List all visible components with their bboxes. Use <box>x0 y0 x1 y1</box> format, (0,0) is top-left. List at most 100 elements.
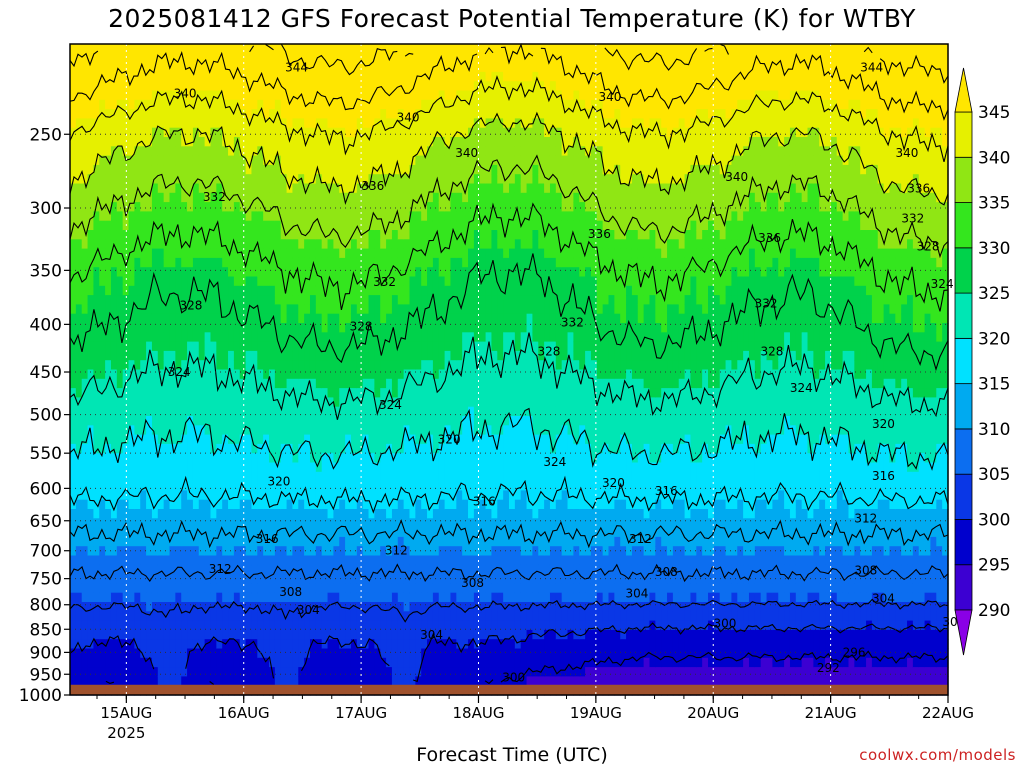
colorbar-label: 315 <box>978 375 1010 395</box>
contour-label: 316 <box>655 484 678 498</box>
contour-label: 316 <box>473 495 496 509</box>
contour-line-340 <box>69 111 949 206</box>
y-tick-label: 350 <box>30 261 62 281</box>
x-axis-label: Forecast Time (UTC) <box>416 744 608 766</box>
contour-line-324 <box>69 332 949 420</box>
x-tick-label: 20AUG <box>687 704 739 722</box>
colorbar-segment <box>954 202 973 249</box>
contour-label: 320 <box>602 476 625 490</box>
contour-label: 328 <box>350 319 373 333</box>
y-tick-label: 950 <box>30 665 62 685</box>
contour-label: 320 <box>872 417 895 431</box>
contour-label: 340 <box>895 146 918 160</box>
y-tick-label: 400 <box>30 315 62 335</box>
contour-label: 328 <box>179 299 202 313</box>
contour-line-328 <box>69 253 949 372</box>
colorbar-segment <box>954 473 973 520</box>
x-tick-label: 22AUG <box>922 704 974 722</box>
colorbar-label: 325 <box>978 284 1010 304</box>
x-tick-label: 16AUG <box>218 704 270 722</box>
y-tick-label: 900 <box>30 643 62 663</box>
colorbar-segment <box>954 564 973 611</box>
contour-label: 304 <box>297 603 320 617</box>
y-tick-label: 650 <box>30 512 62 532</box>
colorbar-segment <box>954 247 973 294</box>
contour-label: 312 <box>209 562 232 576</box>
contour-label: 324 <box>790 381 813 395</box>
y-tick-label: 750 <box>30 570 62 590</box>
contour-label: 340 <box>174 86 197 100</box>
colorbar-label: 305 <box>978 465 1010 485</box>
colorbar-label: 310 <box>978 420 1010 440</box>
contour-label: 340 <box>598 90 621 104</box>
contour-label: 332 <box>901 212 924 226</box>
colorbar-segment <box>954 292 973 339</box>
colorbar-bottom-arrow <box>954 609 973 656</box>
contour-label: 304 <box>420 628 443 642</box>
x-tick-label: 15AUG <box>100 704 152 722</box>
contour-line-296 <box>105 650 949 685</box>
contour-line-336 <box>69 154 949 259</box>
contour-label: 340 <box>397 111 420 125</box>
y-tick-label: 600 <box>30 479 62 499</box>
contour-label: 312 <box>385 544 408 558</box>
colorbar-segment <box>954 156 973 203</box>
colorbar-label: 290 <box>978 601 1010 621</box>
heatmap-field <box>70 44 949 696</box>
contour-label: 308 <box>854 563 877 577</box>
contour-label: 324 <box>168 365 191 379</box>
contour-label: 340 <box>725 170 748 184</box>
colorbar-label: 330 <box>978 239 1010 259</box>
contour-label: 328 <box>537 345 560 359</box>
y-tick-label: 250 <box>30 125 62 145</box>
x-tick-label: 18AUG <box>453 704 505 722</box>
contour-label: 300 <box>502 671 525 685</box>
colorbar-label: 300 <box>978 510 1010 530</box>
contour-label: 332 <box>373 275 396 289</box>
contour-line-344 <box>69 75 949 163</box>
contour-label: 328 <box>760 345 783 359</box>
colorbar-label: 340 <box>978 148 1010 168</box>
contour-label: 324 <box>543 455 566 469</box>
y-tick-label: 700 <box>30 542 62 562</box>
contour-label: 332 <box>561 315 584 329</box>
contour-label: 308 <box>279 585 302 599</box>
colorbar-segment <box>954 337 973 385</box>
contour-line-316 <box>69 475 949 514</box>
contour-label: 344 <box>285 61 308 75</box>
contour-label: 328 <box>917 240 940 254</box>
y-tick-label: 800 <box>30 596 62 616</box>
y-tick-label: 500 <box>30 406 62 426</box>
colorbar-label: 345 <box>978 103 1010 123</box>
contour-label: 312 <box>854 511 877 525</box>
contour-label: 296 <box>843 645 866 659</box>
contour-label: 324 <box>931 277 954 291</box>
contour-line-308 <box>69 563 949 583</box>
contour-label: 320 <box>267 475 290 489</box>
contour-label: 300 <box>714 617 737 631</box>
contour-label: 320 <box>438 433 461 447</box>
contour-label: 324 <box>379 398 402 412</box>
contour-label: 336 <box>907 182 930 196</box>
colorbar-segment <box>954 428 973 475</box>
contour-line-300 <box>69 622 949 683</box>
contour-label: 336 <box>361 179 384 193</box>
contour-label: 312 <box>629 532 652 546</box>
contour-label: 340 <box>455 146 478 160</box>
colorbar-top-arrow <box>954 67 973 113</box>
plot-frame <box>69 43 949 696</box>
contour-label: 332 <box>755 297 778 311</box>
colorbar-label: 320 <box>978 329 1010 349</box>
contour-label: 316 <box>256 532 279 546</box>
y-tick-label: 1000 <box>19 686 62 706</box>
y-tick-label: 550 <box>30 444 62 464</box>
contour-label: 336 <box>758 231 781 245</box>
contour-label: 332 <box>203 190 226 204</box>
contour-label: 316 <box>872 469 895 483</box>
colorbar-label: 295 <box>978 556 1010 576</box>
x-tick-label: 19AUG <box>570 704 622 722</box>
source-credit[interactable]: coolwx.com/models <box>859 746 1016 764</box>
x-tick-sublabel: 2025 <box>107 724 145 742</box>
contour-label: 292 <box>817 661 840 675</box>
